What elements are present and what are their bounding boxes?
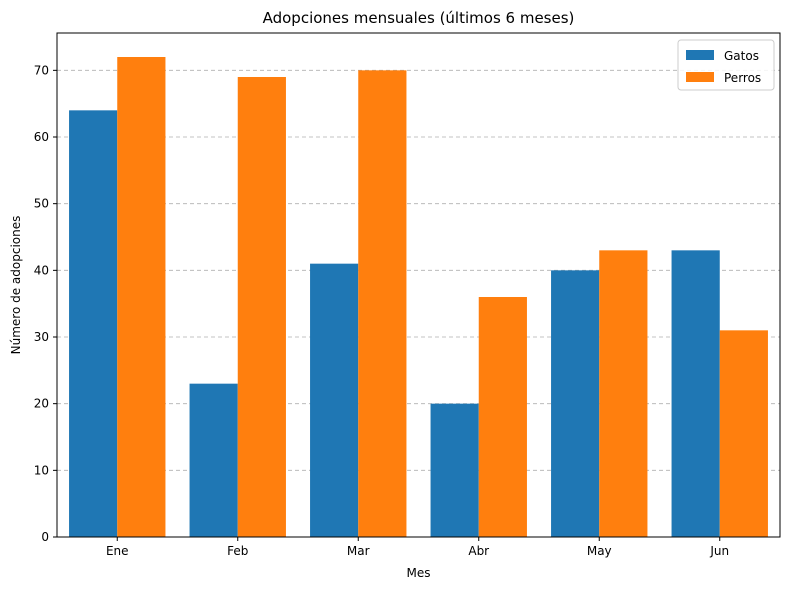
y-tick-label: 70 [34,63,49,77]
y-tick-label: 60 [34,130,49,144]
x-tick-label: May [587,544,612,558]
chart-title: Adopciones mensuales (últimos 6 meses) [263,9,575,27]
bar-perros-ene [117,57,166,537]
bars [69,57,768,538]
y-axis-ticks: 0 10 20 30 40 50 60 70 [34,63,57,544]
y-tick-label: 30 [34,330,49,344]
bar-perros-jun [719,330,768,537]
x-tick-label: Ene [106,544,129,558]
legend: Gatos Perros [677,39,775,91]
bar-gatos-ene [69,110,118,537]
x-tick-label: Feb [227,544,248,558]
x-tick-label: Jun [709,544,729,558]
bar-perros-feb [237,77,286,537]
x-tick-label: Abr [468,544,489,558]
bar-gatos-jun [671,250,720,538]
legend-swatch-gatos [686,50,714,60]
bar-perros-abr [478,297,527,537]
y-tick-label: 50 [34,197,49,211]
x-tick-label: Mar [347,544,370,558]
legend-label-perros: Perros [724,71,761,85]
bar-gatos-abr [430,403,479,537]
bar-gatos-mar [310,263,359,537]
y-axis-label: Número de adopciones [9,216,23,355]
legend-label-gatos: Gatos [724,49,759,63]
bar-perros-may [599,250,648,538]
y-tick-label: 20 [34,397,49,411]
bar-perros-mar [358,70,407,537]
y-tick-label: 40 [34,263,49,277]
y-tick-label: 10 [34,463,49,477]
bar-gatos-may [551,270,600,537]
y-tick-label: 0 [41,530,49,544]
bar-gatos-feb [189,383,238,537]
x-axis-label: Mes [407,566,431,580]
legend-swatch-perros [686,72,714,82]
axes-frame [56,32,781,538]
x-axis-ticks: Ene Feb Mar Abr May Jun [106,537,729,558]
